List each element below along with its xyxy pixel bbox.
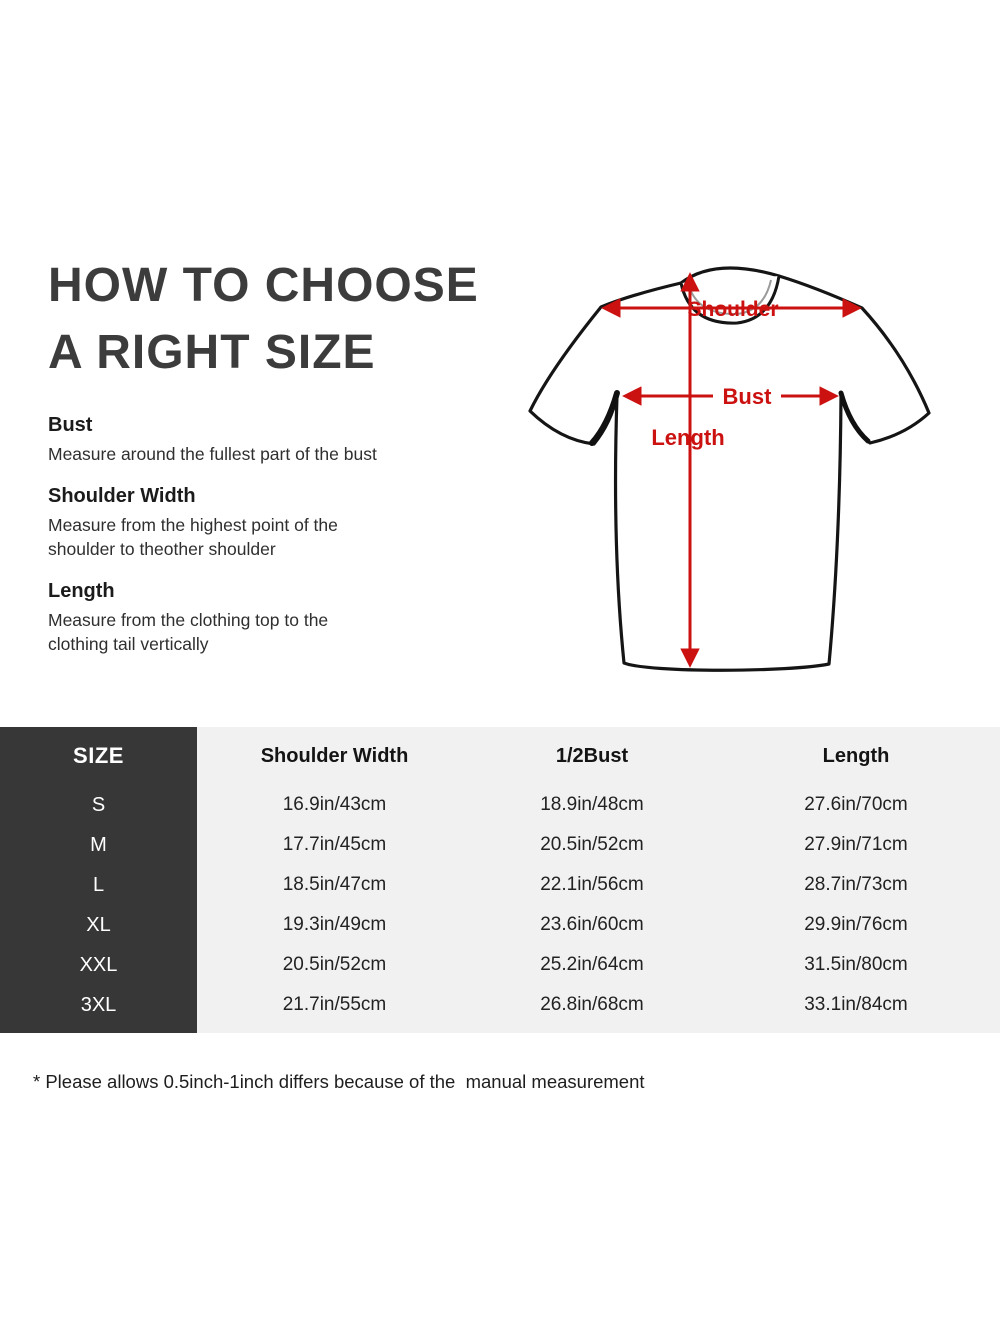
value-cell: 18.5in/47cm (282, 874, 387, 895)
value-cell: 22.1in/56cm (540, 874, 644, 895)
value-cell: 16.9in/43cm (282, 794, 387, 815)
measurement-instructions: Bust Measure around the fullest part of … (48, 412, 468, 656)
instruction-shoulder-text: Measure from the highest point of the sh… (48, 513, 468, 561)
size-cell-l: L (92, 873, 105, 896)
value-cell: 21.7in/55cm (282, 994, 387, 1015)
value-cell: 23.6in/60cm (540, 914, 644, 935)
value-cell: 27.6in/70cm (804, 794, 908, 815)
size-chart-grid: SIZE Shoulder Width 1/2Bust Length S 16.… (0, 727, 1000, 1033)
value-cell: 29.9in/76cm (804, 914, 908, 935)
instruction-bust-line1: Measure around the fullest part of the b… (48, 444, 377, 464)
size-cell-xxl: XXL (79, 953, 118, 976)
instruction-length-text: Measure from the clothing top to the clo… (48, 608, 468, 656)
value-cell: 17.7in/45cm (282, 834, 387, 855)
instruction-bust-heading: Bust (48, 414, 93, 436)
value-cell: 28.7in/73cm (804, 874, 908, 895)
instruction-bust-text: Measure around the fullest part of the b… (48, 442, 468, 466)
size-column-background (0, 727, 197, 1033)
instruction-length-line2: clothing tail vertically (48, 634, 209, 654)
value-cell: 20.5in/52cm (282, 954, 387, 975)
size-cell-3xl: 3XL (80, 993, 117, 1016)
tshirt-outline-shape (528, 266, 931, 672)
value-cell: 25.2in/64cm (540, 954, 644, 975)
value-cell: 20.5in/52cm (540, 834, 644, 855)
left-armpit-seam (589, 390, 620, 446)
header-cell-shoulder-width: Shoulder Width (260, 744, 409, 767)
right-armpit-seam (838, 390, 871, 444)
size-cell-m: M (90, 833, 107, 856)
length-arrow-label: Length (651, 425, 724, 450)
value-cell: 19.3in/49cm (282, 914, 387, 935)
size-cell-s: S (91, 793, 106, 816)
value-cell: 18.9in/48cm (540, 794, 644, 815)
instruction-shoulder-line1: Measure from the highest point of the (48, 515, 338, 535)
page-title-line2: A RIGHT SIZE (48, 326, 376, 379)
instruction-length-line1: Measure from the clothing top to the (48, 610, 329, 630)
header-cell-length: Length (822, 744, 890, 767)
instruction-shoulder-line2: shoulder to theother shoulder (48, 539, 276, 559)
tshirt-measurement-diagram: Shoulder Bust Length (528, 266, 931, 672)
size-cell-xl: XL (86, 913, 111, 936)
bust-arrow-label: Bust (723, 384, 773, 409)
instruction-length-heading: Length (48, 580, 115, 602)
value-cell: 27.9in/71cm (804, 834, 908, 855)
value-cell: 26.8in/68cm (540, 994, 644, 1015)
instruction-bust: Bust Measure around the fullest part of … (48, 412, 468, 466)
header-cell-half-bust: 1/2Bust (555, 744, 629, 767)
value-cell: 31.5in/80cm (804, 954, 908, 975)
measurement-disclaimer: * Please allows 0.5inch-1inch differs be… (33, 1071, 645, 1092)
instruction-shoulder: Shoulder Width Measure from the highest … (48, 483, 468, 561)
page-title-line1: HOW TO CHOOSE (48, 259, 479, 312)
header-cell-size: SIZE (73, 743, 124, 768)
value-cell: 33.1in/84cm (804, 994, 908, 1015)
size-chart-table: SIZE Shoulder Width 1/2Bust Length S 16.… (0, 727, 1000, 1033)
instruction-shoulder-heading: Shoulder Width (48, 485, 196, 507)
page-title: HOW TO CHOOSE A RIGHT SIZE (48, 252, 479, 386)
shoulder-arrow-label: Shoulder (687, 298, 778, 321)
instruction-length: Length Measure from the clothing top to … (48, 578, 468, 656)
